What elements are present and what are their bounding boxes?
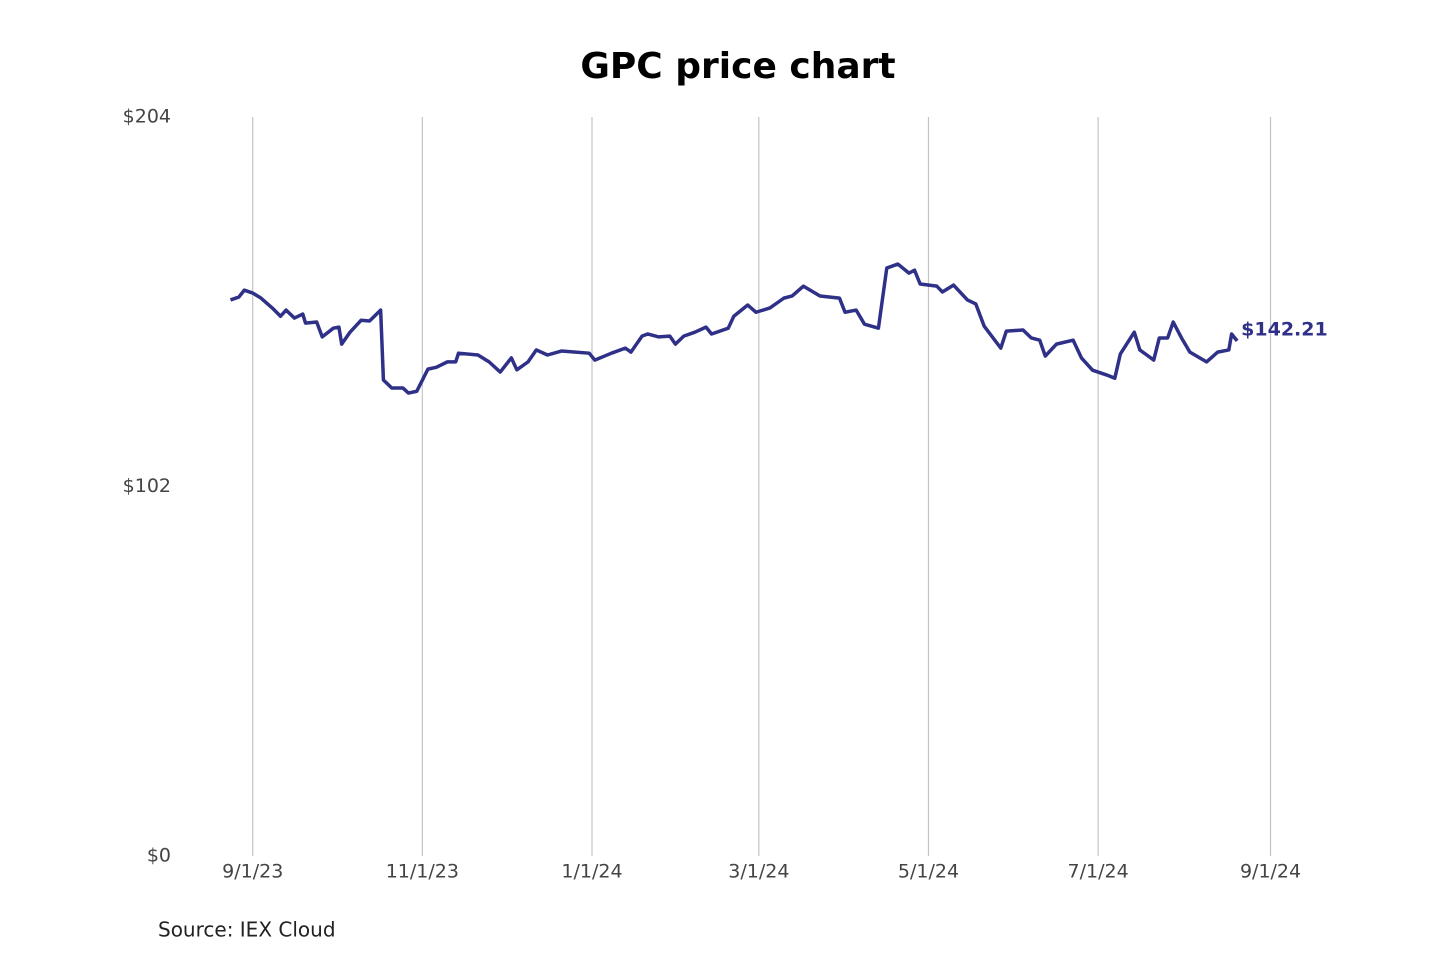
y-tick-label: $204 xyxy=(123,106,171,128)
source-note: Source: IEX Cloud xyxy=(158,918,336,942)
chart-title: GPC price chart xyxy=(580,46,895,87)
x-tick-label: 9/1/23 xyxy=(222,861,283,883)
y-tick-label: $102 xyxy=(123,475,171,497)
y-tick-label: $0 xyxy=(147,845,171,867)
x-tick-label: 3/1/24 xyxy=(728,861,789,883)
price-line xyxy=(229,262,1239,395)
x-tick-label: 1/1/24 xyxy=(561,861,622,883)
x-tick-label: 7/1/24 xyxy=(1068,861,1129,883)
x-tick-label: 5/1/24 xyxy=(898,861,959,883)
end-value-label: $142.21 xyxy=(1241,318,1328,340)
x-tick-label: 9/1/24 xyxy=(1240,861,1301,883)
x-tick-label: 11/1/23 xyxy=(386,861,459,883)
